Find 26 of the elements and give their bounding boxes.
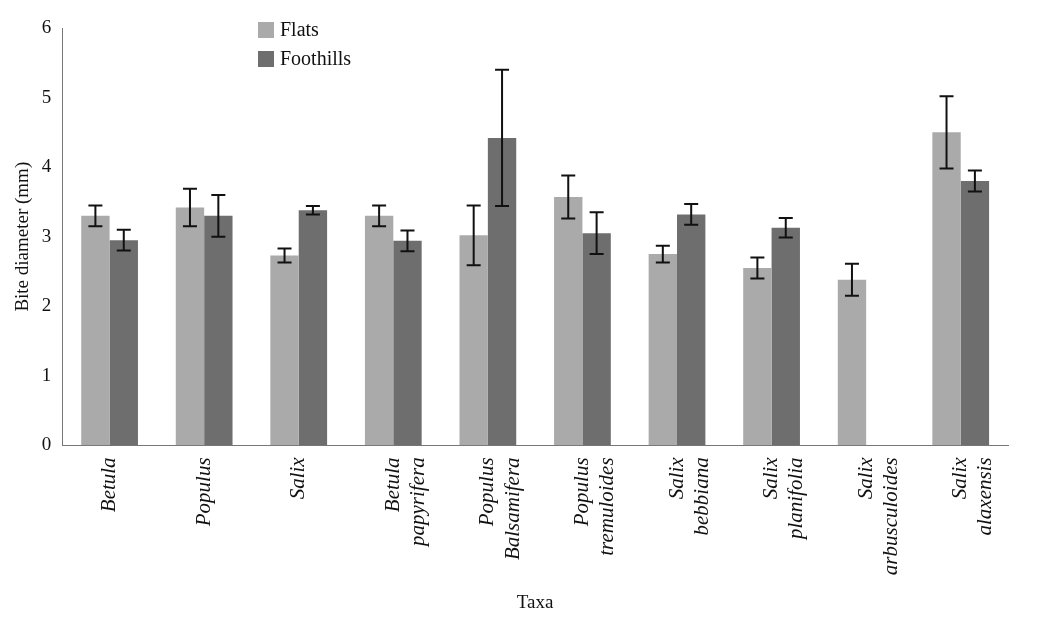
bar bbox=[81, 215, 110, 446]
x-tick-label: Betula papyrifera bbox=[379, 457, 430, 549]
y-tick-label: 4 bbox=[41, 155, 52, 177]
bar bbox=[364, 215, 394, 446]
legend-label: Foothills bbox=[280, 47, 352, 70]
x-tick-label: Populus tremuloides bbox=[568, 457, 619, 556]
bar bbox=[648, 254, 678, 446]
legend-label: Flats bbox=[280, 18, 319, 41]
bar bbox=[270, 255, 299, 446]
bar bbox=[459, 235, 488, 446]
x-tick-label: Betula bbox=[96, 457, 121, 513]
x-tick-label: Salix bbox=[285, 456, 310, 500]
y-tick-label: 1 bbox=[41, 363, 52, 385]
y-tick-label: 6 bbox=[41, 15, 52, 37]
y-axis-title: Bite diameter (mm) bbox=[11, 161, 34, 312]
bar bbox=[932, 132, 961, 446]
x-axis-title: Taxa bbox=[516, 590, 555, 612]
y-tick-label: 3 bbox=[41, 224, 52, 246]
x-tick-label: Populus bbox=[190, 457, 215, 528]
y-tick-label: 2 bbox=[41, 294, 52, 316]
bar bbox=[554, 197, 583, 446]
bar bbox=[743, 267, 772, 446]
bar bbox=[175, 207, 205, 446]
y-tick-label: 0 bbox=[41, 433, 52, 455]
bar bbox=[837, 279, 867, 446]
y-tick-label: 5 bbox=[41, 85, 52, 107]
